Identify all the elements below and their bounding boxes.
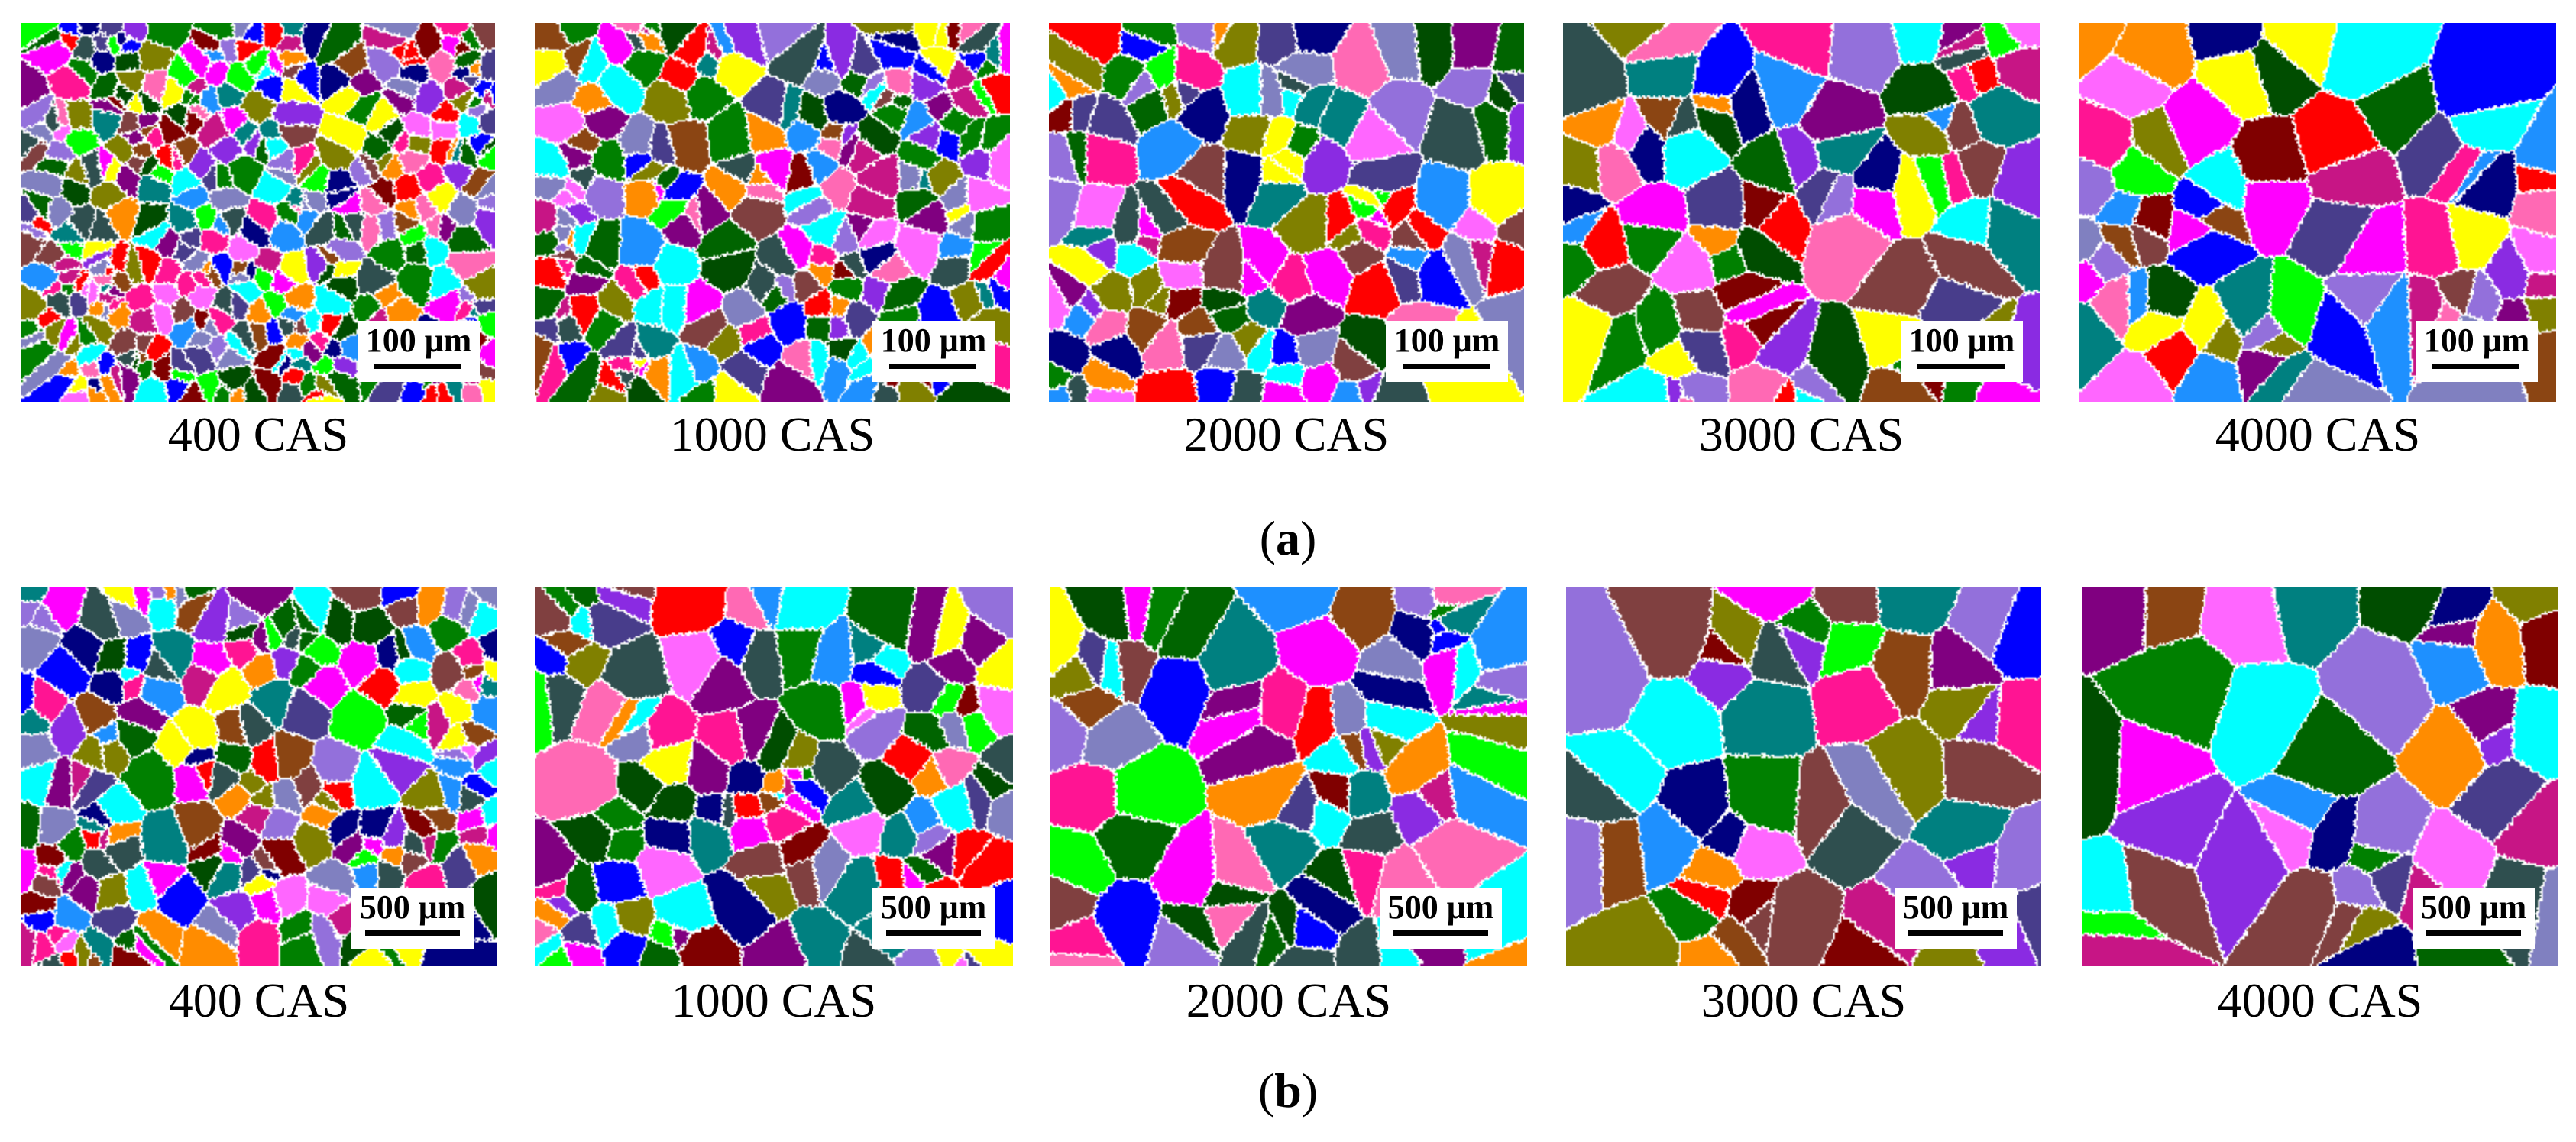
scale-bar <box>1393 930 1488 936</box>
panel-caption: 2000 CAS <box>1183 407 1390 461</box>
scale-text: 100 μm <box>880 322 987 359</box>
row-label-b: (b) <box>1257 1063 1319 1118</box>
panel-caption: 2000 CAS <box>1186 973 1392 1027</box>
scale-text: 500 μm <box>359 888 466 926</box>
scale-bar-label: 500 μm <box>1380 888 1502 949</box>
panel-caption: 1000 CAS <box>669 407 875 461</box>
scale-bar-label: 100 μm <box>358 321 480 382</box>
panel-caption: 400 CAS <box>168 973 350 1027</box>
scale-bar <box>1403 364 1490 369</box>
scale-bar <box>886 930 981 936</box>
scale-text: 500 μm <box>1387 888 1494 926</box>
scale-bar <box>365 930 460 936</box>
row-letter: a <box>1276 511 1300 565</box>
scale-bar-label: 500 μm <box>1895 888 2017 949</box>
panel-caption: 3000 CAS <box>1701 973 1907 1027</box>
scale-bar <box>1908 930 2003 936</box>
scale-text: 100 μm <box>1908 322 2015 359</box>
scale-text: 500 μm <box>2420 888 2527 926</box>
scale-text: 100 μm <box>365 322 472 359</box>
scale-bar-label: 500 μm <box>872 888 995 949</box>
grain-micrograph <box>1050 587 1527 966</box>
scale-bar-label: 500 μm <box>2413 888 2535 949</box>
scale-text: 500 μm <box>1902 888 2009 926</box>
scale-bar-label: 500 μm <box>351 888 474 949</box>
scale-bar-label: 100 μm <box>1386 321 1508 382</box>
scale-bar <box>374 364 461 369</box>
grain-micrograph <box>21 23 495 402</box>
scale-text: 100 μm <box>2423 322 2530 359</box>
scale-bar-label: 100 μm <box>872 321 995 382</box>
panel-caption: 400 CAS <box>167 407 349 461</box>
scale-bar <box>2432 364 2519 369</box>
scale-bar <box>889 364 976 369</box>
row-letter: b <box>1274 1063 1302 1118</box>
scale-bar <box>1917 364 2005 369</box>
panel-caption: 4000 CAS <box>2217 973 2423 1027</box>
panel-caption: 1000 CAS <box>671 973 877 1027</box>
scale-bar-label: 100 μm <box>1901 321 2023 382</box>
scale-bar-label: 100 μm <box>2416 321 2538 382</box>
scale-text: 100 μm <box>1393 322 1500 359</box>
scale-bar <box>2426 930 2521 936</box>
panel-caption: 3000 CAS <box>1698 407 1904 461</box>
panel-caption: 4000 CAS <box>2215 407 2421 461</box>
row-label-a: (a) <box>1259 511 1317 565</box>
scale-text: 500 μm <box>880 888 987 926</box>
